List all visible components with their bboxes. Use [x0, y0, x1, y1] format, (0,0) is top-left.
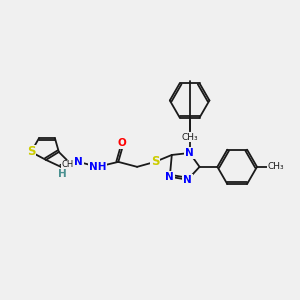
- Text: N: N: [183, 175, 192, 185]
- Text: O: O: [118, 138, 127, 148]
- Text: NH: NH: [89, 162, 106, 172]
- Text: N: N: [165, 172, 174, 182]
- Text: N: N: [185, 148, 194, 158]
- Text: S: S: [27, 146, 35, 158]
- Text: H: H: [58, 169, 67, 179]
- Text: CH₃: CH₃: [181, 133, 198, 142]
- Text: CH₃: CH₃: [268, 162, 284, 171]
- Text: S: S: [151, 155, 159, 168]
- Text: CH₃: CH₃: [61, 160, 76, 169]
- Text: N: N: [74, 157, 83, 167]
